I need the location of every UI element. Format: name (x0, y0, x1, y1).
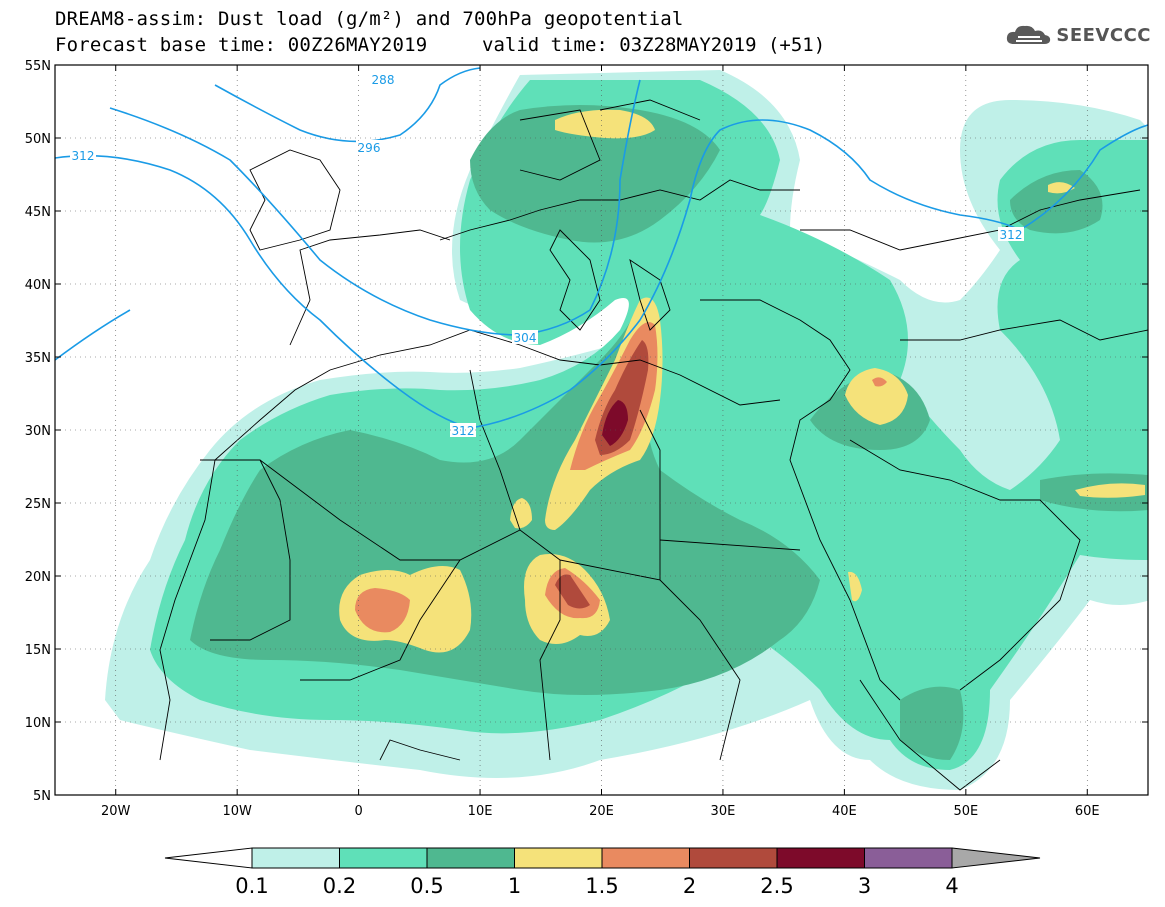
map-axes: 20W 10W 0 10E 20E 30E 40E 50E 60E 55N 50N 45N 40N 35N… (25, 59, 1148, 819)
colorbar-label: 0.5 (410, 874, 443, 898)
contour-label: 312 (1000, 228, 1023, 242)
lon-tick-label: 0 (354, 804, 362, 819)
lon-tick-label: 60E (1075, 804, 1100, 819)
lat-tick-label: 5N (33, 789, 51, 804)
colorbar-swatch (339, 847, 428, 869)
colorbar-label: 2.5 (760, 874, 793, 898)
colorbar-swatch (514, 847, 603, 869)
lat-tick-label: 55N (25, 59, 51, 74)
colorbar-label: 1 (508, 874, 521, 898)
colorbar-swatch (864, 847, 953, 869)
lon-tick-label: 40E (832, 804, 857, 819)
lat-tick-label: 45N (25, 205, 51, 220)
lon-tick-label: 20W (101, 804, 131, 819)
lat-tick-label: 35N (25, 351, 51, 366)
lat-tick-label: 10N (25, 716, 51, 731)
lon-tick-label: 50E (953, 804, 978, 819)
logo-text: SEEVCCC (1056, 24, 1151, 46)
map-title: DREAM8-assim: Dust load (g/m²) and 700hP… (55, 8, 684, 30)
lat-tick-label: 40N (25, 278, 51, 293)
seevccc-logo: SEEVCCC (1004, 22, 1151, 48)
dust-level-2.5 (602, 400, 628, 446)
contour-label: 304 (514, 331, 537, 345)
map-field: 288 296 312 304 312 312 (55, 65, 1148, 795)
colorbar-swatch (251, 847, 340, 869)
colorbar-swatch (601, 847, 690, 869)
colorbar-low-arrow (164, 847, 253, 869)
lon-tick-label: 10E (468, 804, 493, 819)
contour-label: 312 (452, 424, 475, 438)
lat-tick-label: 30N (25, 424, 51, 439)
colorbar-label: 0.2 (323, 874, 356, 898)
colorbar-label: 1.5 (585, 874, 618, 898)
colorbar-label: 0.1 (235, 874, 268, 898)
colorbar-label: 3 (858, 874, 871, 898)
graticule (55, 65, 1148, 795)
colorbar-label: 4 (945, 874, 958, 898)
colorbar: 0.1 0.2 0.5 1 1.5 2 2.5 3 4 (164, 847, 1041, 898)
lat-tick-label: 15N (25, 643, 51, 658)
lon-tick-label: 10W (222, 804, 252, 819)
lon-tick-label: 20E (589, 804, 614, 819)
contour-label: 296 (358, 141, 381, 155)
valid-time: valid time: 03Z28MAY2019 (+51) (482, 34, 826, 56)
lat-tick-label: 50N (25, 132, 51, 147)
colorbar-high-arrow (951, 847, 1041, 869)
lat-tick-label: 25N (25, 497, 51, 512)
cloud-icon (1007, 25, 1051, 44)
forecast-base-time: Forecast base time: 00Z26MAY2019 (55, 34, 428, 56)
colorbar-swatch (776, 847, 865, 869)
coastlines (159, 99, 1148, 791)
colorbar-label: 2 (683, 874, 696, 898)
colorbar-swatch (689, 847, 778, 869)
lon-tick-label: 30E (711, 804, 736, 819)
contour-label: 288 (372, 73, 395, 87)
contour-label: 312 (72, 149, 95, 163)
colorbar-swatch (426, 847, 515, 869)
lat-tick-label: 20N (25, 570, 51, 585)
geopotential-contours (55, 67, 1148, 429)
